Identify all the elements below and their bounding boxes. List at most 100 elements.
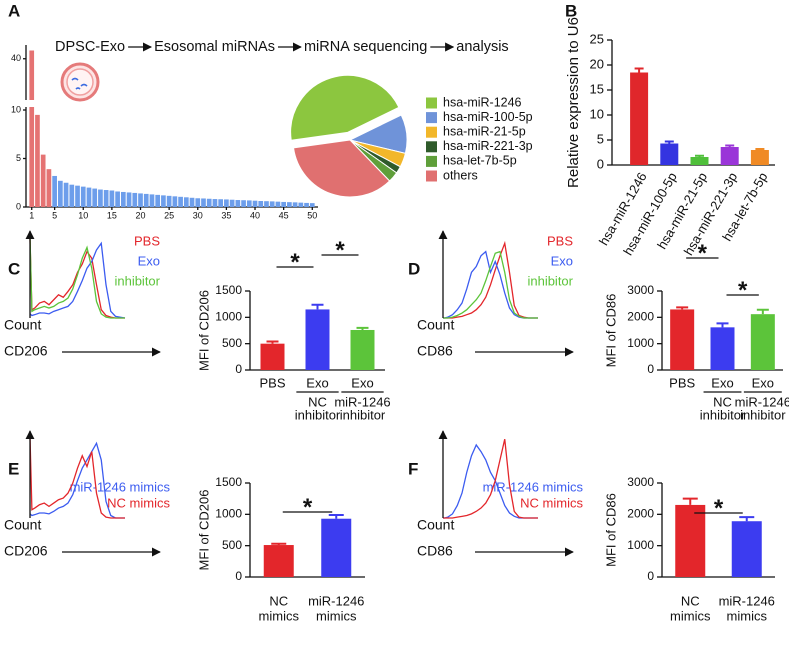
legend-label: hsa-miR-221-3p [443,139,533,153]
bar [183,197,189,207]
bar [63,182,69,207]
y-axis-label: Count [417,317,454,333]
legend-label: miR-1246 mimics [70,479,171,494]
bar [29,50,35,207]
y-axis-label: MFI of CD86 [603,493,618,567]
x-tick-label: 30 [193,210,203,220]
y-tick-label: 25 [590,31,604,46]
y-tick-label: 10 [590,106,604,121]
group-label: inhibitor [340,407,386,422]
significance-label: * [698,240,708,267]
legend-swatch [426,155,437,167]
x-tick-label: 35 [221,210,231,220]
x-tick-label: Exo [752,375,774,390]
histogram-line [443,250,538,319]
bar [264,201,269,207]
legend-label: inhibitor [527,273,573,288]
y-tick-label: 1000 [215,310,242,324]
bar [149,194,155,207]
bar [710,327,735,370]
significance-label: * [714,495,724,522]
bar [126,192,132,207]
y-axis-label: MFI of CD206 [196,490,211,571]
y-tick-label: 1500 [215,475,242,489]
error-bar [634,67,644,73]
error-bar [755,148,765,150]
x-tick-label: 5 [52,210,57,220]
bar [229,199,235,207]
bar [98,189,103,207]
legend-swatch [426,112,437,124]
significance-label: * [335,237,345,264]
x-tick-label: mimics [316,608,357,623]
y-tick-label: 2000 [627,507,654,521]
x-tick-label: 25 [164,210,174,220]
bar [189,197,195,207]
legend-label: inhibitor [114,273,160,288]
histogram-line [29,436,125,519]
bar [120,191,126,207]
y-axis-label: Count [4,317,41,333]
group-label: miR-1246 [735,394,789,409]
bar [80,186,86,207]
x-tick-label: 40 [250,210,260,220]
bar [258,200,264,207]
bar [195,198,201,207]
x-tick-label: 10 [78,210,88,220]
y-axis-label: Count [417,517,454,533]
bar [132,192,138,207]
x-tick-label: 1 [29,210,34,220]
bar [52,175,57,207]
y-tick-label: 1000 [215,507,242,521]
bar [224,199,229,207]
bar [305,309,330,370]
x-tick-label: mimics [259,608,300,623]
panel-label: E [8,459,19,478]
bar [269,201,275,207]
x-axis-label: CD86 [417,343,453,359]
legend-label: others [443,168,478,182]
bar [246,200,252,207]
bar [161,195,166,207]
legend-swatch [426,126,437,138]
group-label: NC [308,394,327,409]
error-bar [271,542,287,546]
legend-label: hsa-let-7b-5p [443,154,517,168]
error-bar [725,144,735,147]
bar [670,309,695,370]
bar [58,180,63,207]
x-tick-label: NC [681,593,700,608]
bar [263,545,294,577]
histogram-line [29,241,126,319]
group-label: miR-1246 [334,394,390,409]
x-tick-label: Exo [351,375,373,390]
bar [40,154,46,207]
y-axis-label: MFI of CD206 [196,290,211,371]
bar [309,203,315,207]
x-tick-label: miR-1246 [719,593,775,608]
pie-slice [290,74,400,141]
bar [218,199,224,207]
y-tick-label: 5 [16,153,21,163]
error-bar [756,308,769,315]
panel-label: D [408,259,420,278]
bar [75,185,80,207]
x-tick-label: mimics [727,608,768,623]
y-axis-label: Relative expression to U6 [565,17,582,188]
bar [178,196,183,207]
panel-label: B [565,1,577,20]
bar [155,194,161,207]
error-bar [311,303,324,310]
bar [172,196,178,207]
y-tick-label: 20 [590,56,604,71]
legend-label: NC mimics [520,495,583,510]
flow-step: miRNA sequencing [304,39,427,55]
bar [731,521,762,577]
bar [206,198,212,207]
bar [143,193,149,207]
legend-swatch [426,97,437,109]
bar [287,202,292,207]
legend-swatch [426,170,437,182]
panel-label: A [8,1,20,20]
